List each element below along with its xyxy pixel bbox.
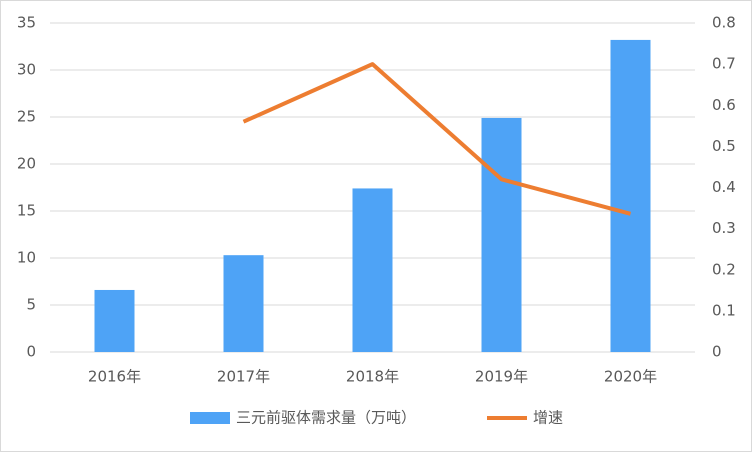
y-tick-label: 25: [17, 108, 36, 126]
legend-swatch: [190, 412, 230, 424]
bar: [481, 117, 522, 352]
y-tick-label: 0: [26, 343, 36, 361]
y-tick-label: 5: [26, 296, 36, 314]
y-tick-label: 10: [17, 249, 36, 267]
y2-tick-label: 0.1: [712, 301, 736, 319]
legend-label: 三元前驱体需求量（万吨）: [236, 409, 416, 427]
y2-tick-label: 0.8: [712, 14, 736, 32]
y-tick-label: 30: [17, 61, 36, 79]
y2-tick-label: 0.6: [712, 96, 736, 114]
y-tick-label: 35: [17, 14, 36, 32]
bar: [610, 39, 651, 353]
y2-tick-label: 0.5: [712, 137, 736, 155]
y2-tick-label: 0.7: [712, 55, 736, 73]
x-tick-label: 2020年: [604, 368, 657, 386]
x-tick-label: 2017年: [217, 368, 270, 386]
y2-tick-label: 0.3: [712, 219, 736, 237]
y-tick-label: 15: [17, 202, 36, 220]
legend-label: 增速: [533, 409, 563, 427]
x-tick-label: 2018年: [346, 368, 399, 386]
y-tick-label: 20: [17, 155, 36, 173]
y2-tick-label: 0.2: [712, 260, 736, 278]
bar: [94, 289, 135, 352]
y2-tick-label: 0: [712, 343, 722, 361]
y2-tick-label: 0.4: [712, 178, 736, 196]
bar: [352, 188, 393, 352]
line: [242, 62, 632, 216]
x-tick-label: 2016年: [88, 368, 141, 386]
x-tick-label: 2019年: [475, 368, 528, 386]
bar: [223, 255, 264, 352]
